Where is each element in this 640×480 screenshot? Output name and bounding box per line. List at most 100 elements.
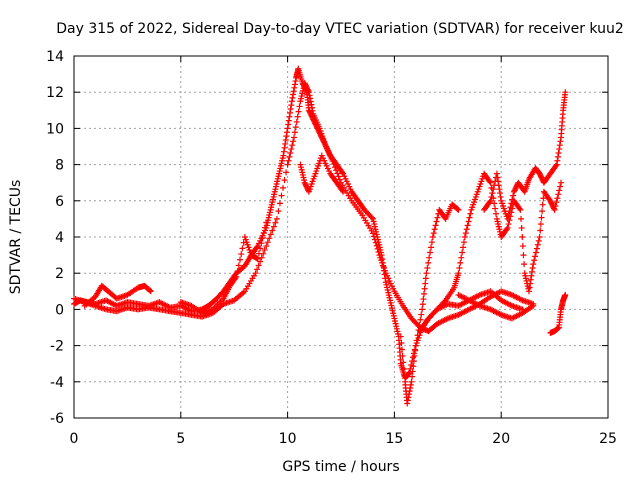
data-point <box>458 254 465 261</box>
data-point <box>423 270 430 277</box>
x-tick-label: 10 <box>279 431 297 447</box>
data-point <box>539 208 546 215</box>
data-point <box>405 394 412 401</box>
data-point <box>529 265 536 272</box>
data-point <box>432 222 439 229</box>
data-point <box>286 153 293 160</box>
data-point <box>525 288 532 295</box>
x-tick-label: 15 <box>385 431 403 447</box>
y-tick-label: 4 <box>55 230 64 246</box>
data-point <box>296 103 303 110</box>
data-point <box>464 222 471 229</box>
data-point <box>520 252 527 259</box>
data-point <box>519 234 526 240</box>
data-point <box>305 89 312 96</box>
data-point <box>417 316 424 323</box>
data-point <box>516 205 523 212</box>
y-tick-label: -2 <box>50 339 64 355</box>
data-point <box>401 372 408 379</box>
data-point <box>467 210 474 217</box>
x-tick-label: 0 <box>70 431 79 447</box>
data-point <box>290 138 297 145</box>
data-point <box>266 235 273 242</box>
data-point <box>233 273 240 280</box>
y-tick-label: 14 <box>46 49 64 65</box>
data-point <box>466 214 473 221</box>
data-point <box>556 146 563 153</box>
data-point <box>261 246 268 253</box>
data-point <box>291 81 298 88</box>
series-trace-6 <box>455 291 537 322</box>
data-point <box>291 129 298 136</box>
data-point <box>287 106 294 113</box>
data-point <box>287 149 294 156</box>
data-point <box>532 249 539 256</box>
data-point <box>441 298 448 305</box>
data-point <box>295 108 302 115</box>
series-trace-9 <box>81 282 154 309</box>
data-point <box>340 188 347 195</box>
data-point <box>497 193 504 200</box>
y-tick-label: -6 <box>50 411 64 427</box>
data-point <box>552 202 559 209</box>
data-point <box>258 240 265 247</box>
data-point <box>420 296 427 303</box>
data-point <box>398 340 405 347</box>
data-point <box>409 368 416 375</box>
data-point <box>557 138 564 145</box>
data-point <box>527 276 534 283</box>
data-point <box>397 333 404 340</box>
data-point <box>519 243 526 250</box>
data-point <box>262 224 269 231</box>
data-point <box>530 261 537 268</box>
data-point <box>400 365 407 372</box>
data-point <box>509 196 516 203</box>
data-point <box>510 192 517 199</box>
x-tick-label: 5 <box>176 431 185 447</box>
data-point <box>339 187 346 194</box>
data-point <box>255 250 262 257</box>
data-point <box>339 169 346 176</box>
x-axis-label: GPS time / hours <box>282 459 399 475</box>
data-point <box>551 206 558 213</box>
data-point <box>429 234 436 240</box>
data-point <box>495 178 502 185</box>
series-trace-5 <box>417 170 565 335</box>
data-point <box>335 173 342 180</box>
data-point <box>284 125 291 132</box>
data-point <box>254 255 261 262</box>
y-axis-label: SDTVAR / TECUs <box>8 180 24 295</box>
y-tick-label: 12 <box>46 85 64 101</box>
data-point <box>457 259 464 266</box>
data-point <box>370 233 377 240</box>
data-point <box>460 244 467 251</box>
series-trace-4 <box>397 201 462 407</box>
data-point <box>407 381 414 388</box>
data-point <box>496 190 503 197</box>
data-point <box>309 107 316 114</box>
data-point <box>282 140 289 147</box>
data-point <box>554 153 561 160</box>
data-point <box>528 272 535 279</box>
data-point <box>305 87 312 94</box>
data-point <box>495 182 502 189</box>
y-tick-label: 6 <box>55 194 64 210</box>
data-point <box>372 239 379 246</box>
data-point <box>505 221 512 228</box>
data-point <box>291 84 298 91</box>
data-point <box>428 239 435 246</box>
data-point <box>562 291 569 298</box>
data-point <box>558 179 565 186</box>
data-point <box>490 186 497 193</box>
data-point <box>287 109 294 116</box>
data-point <box>430 230 437 237</box>
data-point <box>273 215 280 222</box>
data-point <box>272 219 279 226</box>
data-point <box>508 200 515 207</box>
data-point <box>289 142 296 149</box>
data-point <box>494 174 501 181</box>
data-point <box>527 280 534 287</box>
data-point <box>425 259 432 266</box>
data-point <box>404 400 411 407</box>
